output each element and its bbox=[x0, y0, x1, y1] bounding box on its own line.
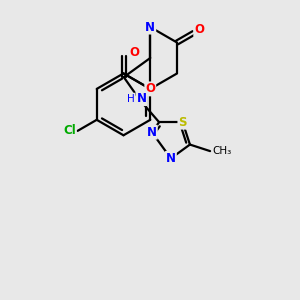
Text: N: N bbox=[147, 126, 157, 139]
Text: H: H bbox=[127, 94, 134, 103]
Text: N: N bbox=[145, 21, 155, 34]
Text: O: O bbox=[194, 23, 204, 36]
Text: O: O bbox=[145, 82, 155, 95]
Text: CH₃: CH₃ bbox=[212, 146, 232, 156]
Text: Cl: Cl bbox=[63, 124, 76, 137]
Text: N: N bbox=[136, 92, 146, 105]
Text: N: N bbox=[166, 152, 176, 165]
Text: S: S bbox=[178, 116, 187, 129]
Text: O: O bbox=[129, 46, 139, 59]
